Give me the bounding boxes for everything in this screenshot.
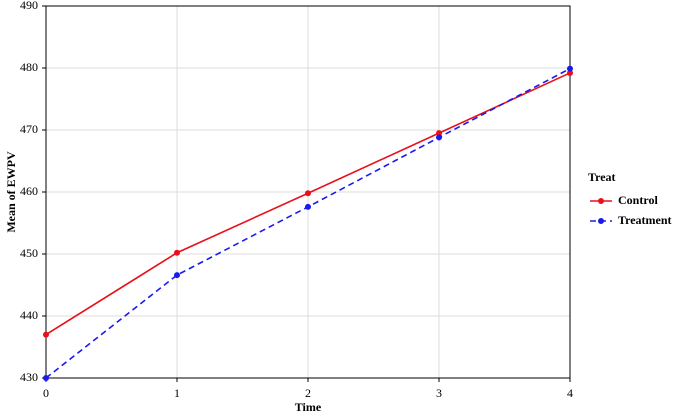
x-axis-label: Time bbox=[295, 400, 322, 414]
data-point bbox=[174, 272, 180, 279]
data-point bbox=[436, 130, 442, 137]
plot-frame bbox=[45, 5, 571, 379]
legend-label: Control bbox=[618, 193, 658, 207]
y-tick-label: 430 bbox=[20, 370, 38, 384]
y-axis-label: Mean of EWPV bbox=[4, 151, 18, 233]
legend-title: Treat bbox=[588, 170, 616, 184]
data-point bbox=[567, 69, 573, 76]
y-tick-label: 440 bbox=[20, 308, 38, 322]
y-tick-label: 450 bbox=[20, 246, 38, 260]
x-tick-label: 4 bbox=[567, 386, 573, 400]
legend-marker bbox=[598, 198, 604, 204]
data-point bbox=[436, 134, 442, 141]
data-point bbox=[567, 65, 573, 72]
legend-marker bbox=[598, 218, 604, 224]
y-tick-label: 480 bbox=[20, 60, 38, 74]
legend-label: Treatment bbox=[618, 213, 672, 227]
x-tick-label: 1 bbox=[174, 386, 180, 400]
data-point bbox=[174, 249, 180, 256]
data-point bbox=[305, 190, 311, 197]
y-tick-label: 490 bbox=[20, 0, 38, 12]
y-tick-label: 470 bbox=[20, 122, 38, 136]
x-tick-label: 3 bbox=[436, 386, 442, 400]
x-tick-label: 0 bbox=[43, 386, 49, 400]
data-point bbox=[305, 203, 311, 210]
data-point bbox=[43, 375, 49, 381]
y-tick-label: 460 bbox=[20, 184, 38, 198]
x-tick-label: 2 bbox=[305, 386, 311, 400]
data-point bbox=[43, 331, 49, 338]
